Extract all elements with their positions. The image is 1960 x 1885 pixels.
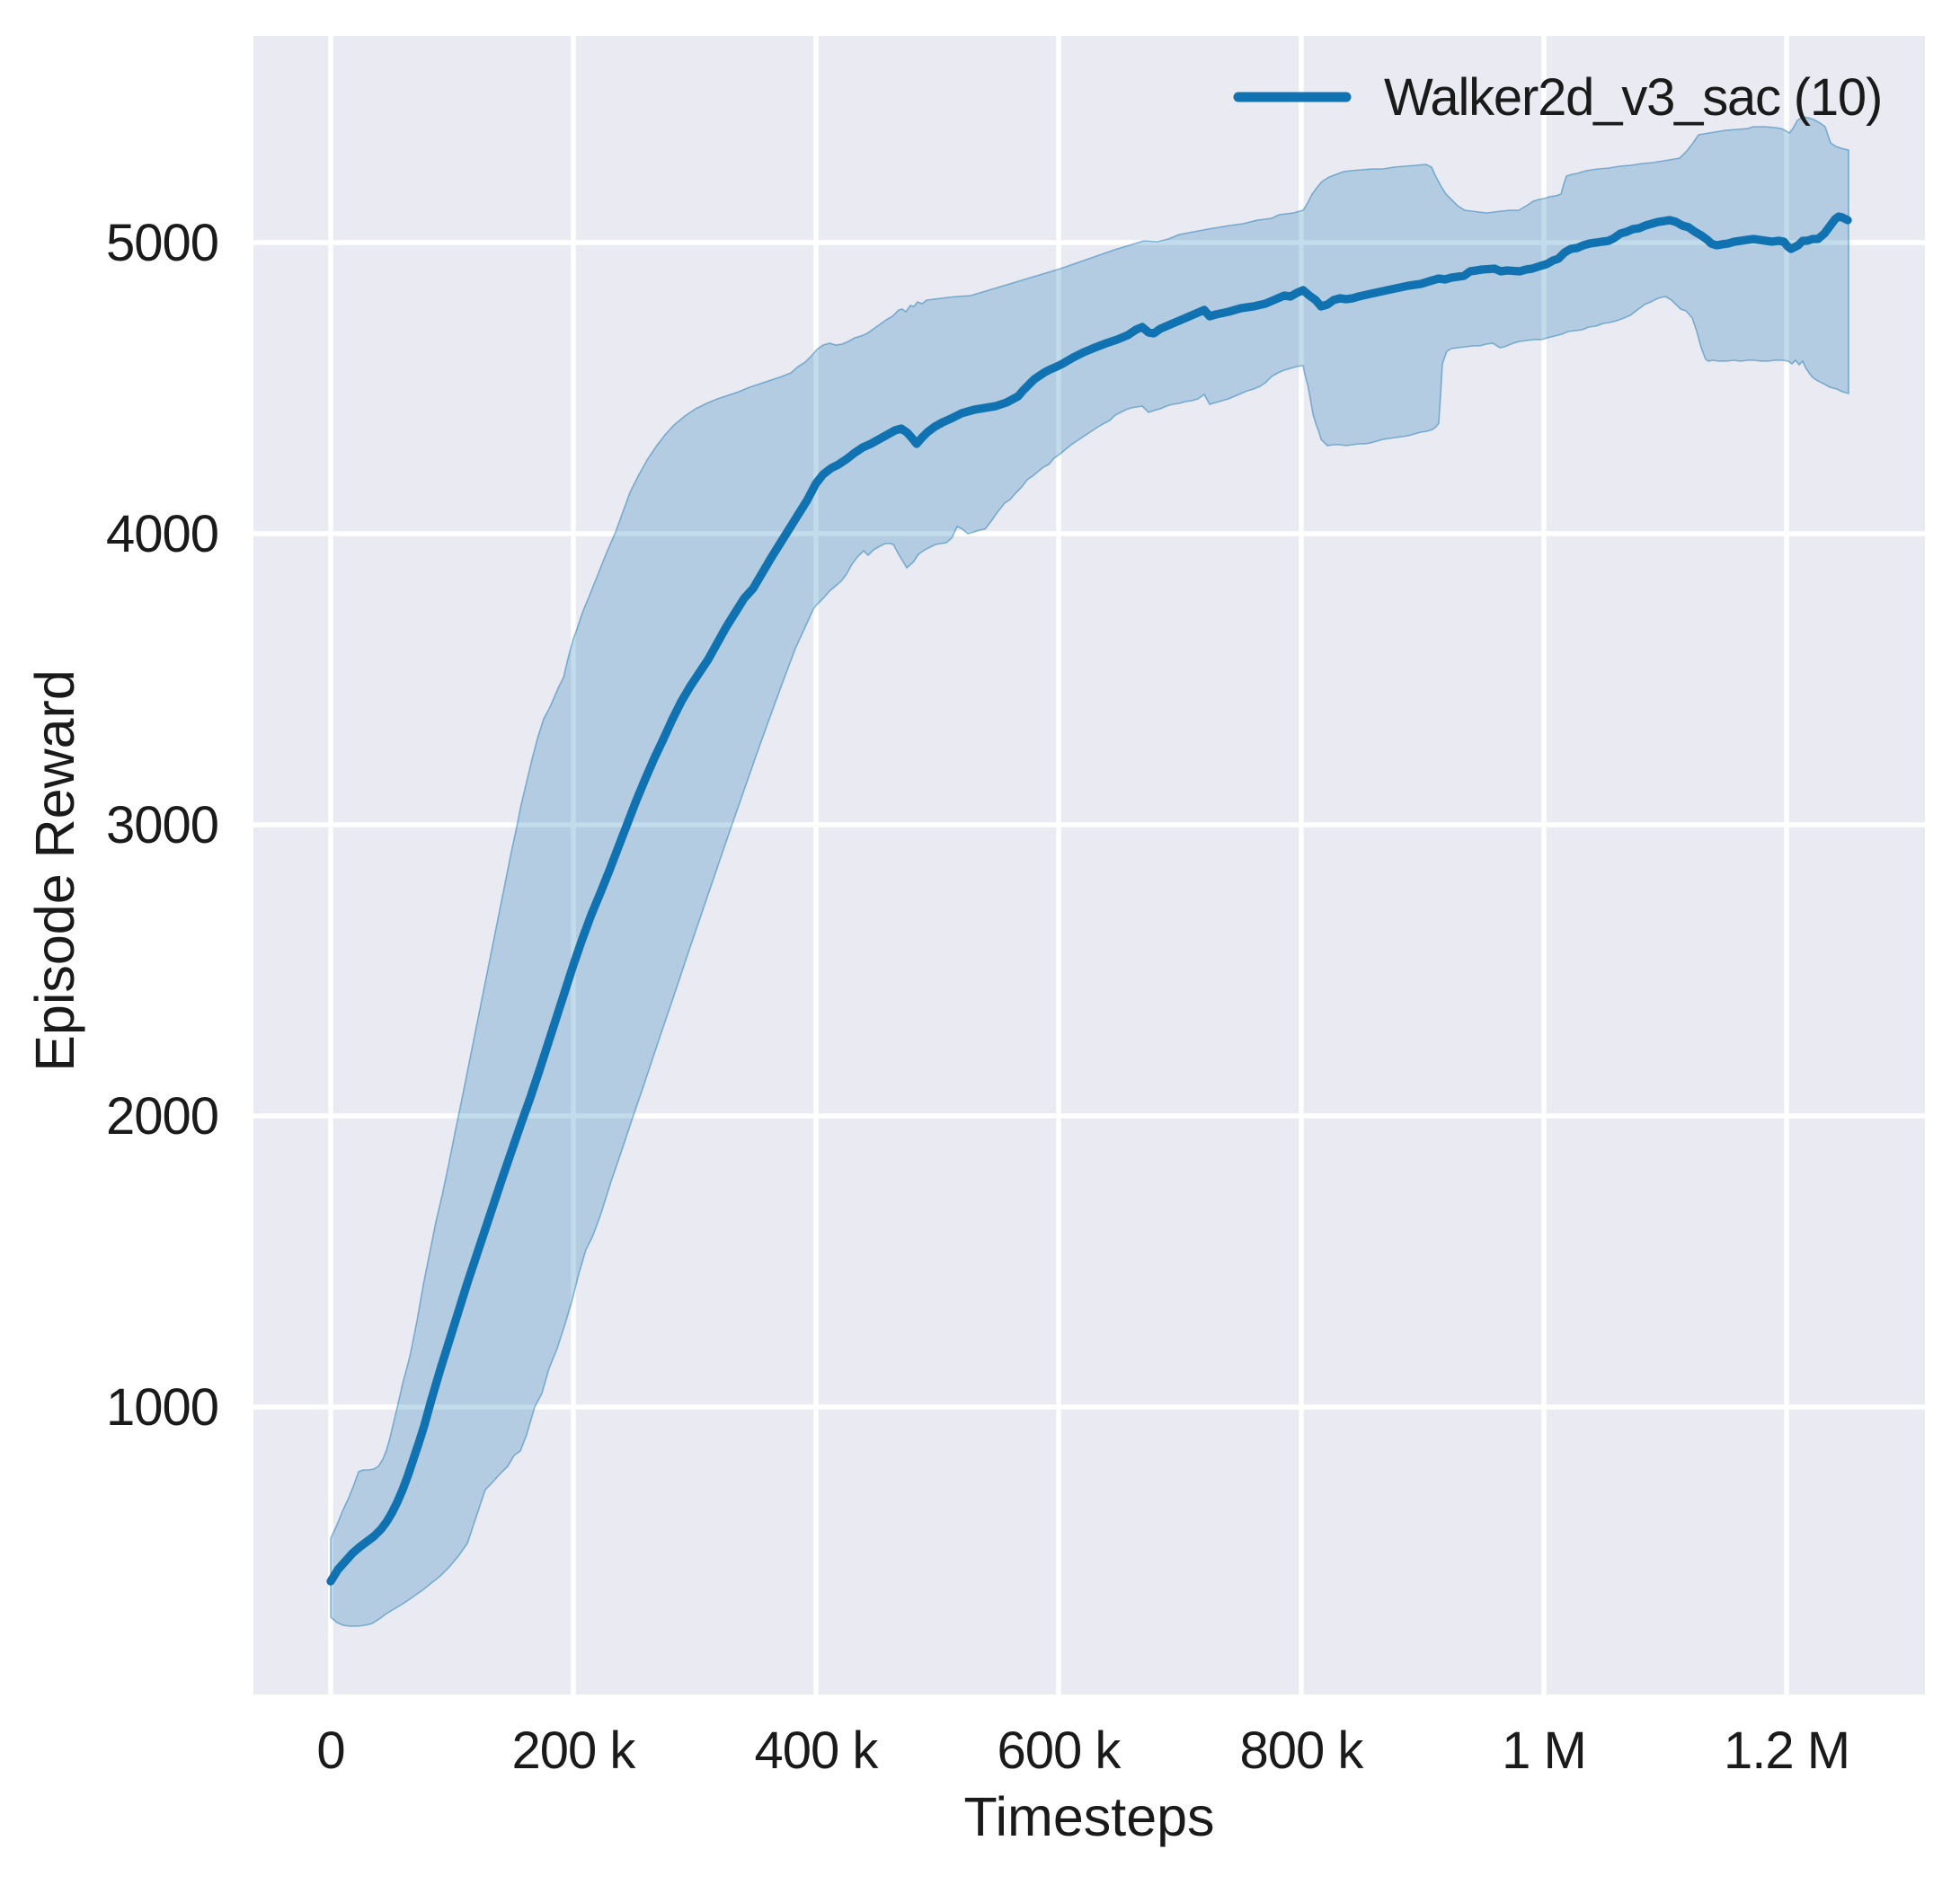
svg-text:800 k: 800 k: [1240, 1721, 1365, 1780]
svg-text:1000: 1000: [106, 1378, 218, 1437]
svg-text:5000: 5000: [106, 214, 218, 272]
svg-text:2000: 2000: [106, 1087, 218, 1146]
svg-text:1.2 M: 1.2 M: [1724, 1721, 1849, 1780]
svg-text:1 M: 1 M: [1502, 1721, 1586, 1780]
svg-text:400 k: 400 k: [755, 1721, 880, 1780]
svg-text:4000: 4000: [106, 505, 218, 563]
svg-text:600 k: 600 k: [998, 1721, 1122, 1780]
svg-text:Episode Reward: Episode Reward: [24, 669, 85, 1072]
svg-text:0: 0: [316, 1721, 344, 1780]
svg-text:3000: 3000: [106, 796, 218, 854]
svg-text:Timesteps: Timesteps: [963, 1786, 1214, 1847]
svg-text:200 k: 200 k: [512, 1721, 637, 1780]
svg-text:Walker2d_v3_sac (10): Walker2d_v3_sac (10): [1384, 68, 1882, 127]
